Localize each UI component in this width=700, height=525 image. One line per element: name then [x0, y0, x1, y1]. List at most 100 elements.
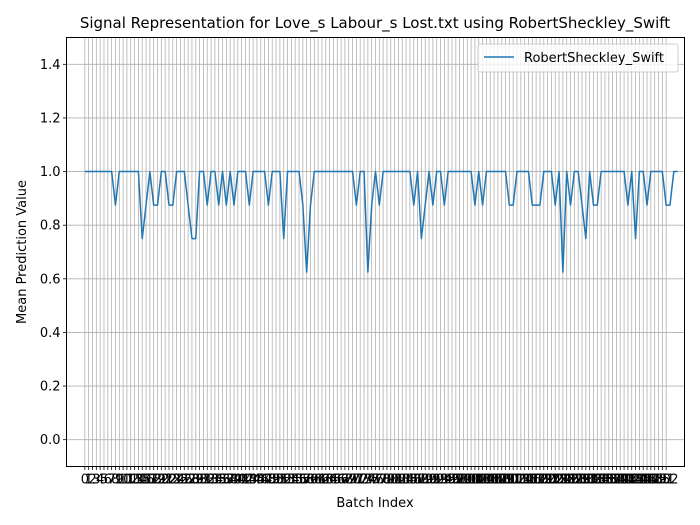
x-tick-label: 152 — [654, 473, 679, 488]
x-tick-label: 88 — [413, 473, 430, 488]
x-tick-label: 99 — [455, 473, 472, 488]
x-tick-label: 47 — [256, 473, 273, 488]
x-tick-label: 36 — [214, 473, 231, 488]
x-tick-label: 100 — [455, 473, 480, 488]
x-tick-label: 65 — [325, 473, 342, 488]
x-tick-label: 31 — [195, 473, 212, 488]
x-tick-label: 103 — [466, 473, 491, 488]
x-tick-label: 130 — [570, 473, 595, 488]
x-tick-label: 67 — [333, 473, 350, 488]
y-tick-label: 0.0 — [40, 433, 61, 448]
x-tick-label: 123 — [543, 473, 568, 488]
x-tick-label: 85 — [402, 473, 419, 488]
x-tick-label: 141 — [612, 473, 637, 488]
x-tick-label: 126 — [554, 473, 579, 488]
x-tick-label: 43 — [241, 473, 258, 488]
x-tick-label: 118 — [524, 473, 549, 488]
x-tick-label: 87 — [409, 473, 426, 488]
x-tick-label: 101 — [459, 473, 484, 488]
x-tick-label: 104 — [470, 473, 495, 488]
x-tick-label: 54 — [283, 473, 300, 488]
x-tick-label: 37 — [218, 473, 235, 488]
x-tick-label: 90 — [421, 473, 438, 488]
x-tick-label: 23 — [165, 473, 182, 488]
x-tick-label: 49 — [264, 473, 281, 488]
x-tick-label: 7 — [107, 473, 115, 488]
x-tick-label: 139 — [604, 473, 629, 488]
x-tick-label: 8 — [111, 473, 119, 488]
x-tick-label: 83 — [394, 473, 411, 488]
x-axis-ticks: 0123456789101112131415161718192021222324… — [81, 466, 679, 488]
x-gridlines — [84, 37, 667, 467]
x-tick-label: 16 — [138, 473, 155, 488]
x-tick-label: 134 — [585, 473, 610, 488]
x-tick-label: 9 — [115, 473, 123, 488]
x-tick-label: 41 — [233, 473, 250, 488]
x-tick-label: 131 — [573, 473, 598, 488]
y-tick-label: 0.2 — [40, 380, 61, 395]
x-tick-label: 57 — [295, 473, 312, 488]
x-tick-label: 107 — [482, 473, 507, 488]
x-tick-label: 33 — [203, 473, 220, 488]
x-tick-label: 94 — [436, 473, 453, 488]
x-tick-label: 124 — [547, 473, 572, 488]
y-tick-label: 1.4 — [40, 58, 61, 73]
y-tick-label: 1.2 — [40, 111, 61, 126]
x-tick-label: 21 — [157, 473, 174, 488]
x-tick-label: 136 — [593, 473, 618, 488]
x-tick-label: 114 — [508, 473, 533, 488]
x-tick-label: 86 — [405, 473, 422, 488]
x-tick-label: 76 — [367, 473, 384, 488]
x-tick-label: 151 — [650, 473, 675, 488]
x-tick-label: 128 — [562, 473, 587, 488]
x-tick-label: 26 — [176, 473, 193, 488]
x-tick-label: 74 — [360, 473, 377, 488]
x-tick-label: 93 — [432, 473, 449, 488]
x-tick-label: 75 — [363, 473, 380, 488]
x-tick-label: 81 — [386, 473, 403, 488]
x-tick-label: 92 — [428, 473, 445, 488]
x-tick-label: 66 — [329, 473, 346, 488]
x-tick-label: 27 — [180, 473, 197, 488]
x-tick-label: 146 — [631, 473, 656, 488]
x-tick-label: 108 — [485, 473, 510, 488]
x-tick-label: 10 — [115, 473, 132, 488]
x-tick-label: 45 — [249, 473, 266, 488]
x-tick-label: 84 — [398, 473, 415, 488]
y-tick-label: 0.4 — [40, 326, 61, 341]
series-layer — [84, 170, 678, 273]
x-tick-label: 32 — [199, 473, 216, 488]
x-tick-label: 138 — [600, 473, 625, 488]
x-tick-label: 56 — [291, 473, 308, 488]
x-tick-label: 2 — [88, 473, 96, 488]
x-tick-label: 70 — [344, 473, 361, 488]
x-tick-label: 44 — [245, 473, 262, 488]
legend-box — [477, 43, 679, 73]
x-tick-label: 61 — [310, 473, 327, 488]
x-tick-label: 137 — [596, 473, 621, 488]
x-tick-label: 48 — [260, 473, 277, 488]
x-tick-label: 82 — [390, 473, 407, 488]
y-axis-ticks: 0.0 0.2 0.4 0.6 0.8 1.0 1.2 1.4 — [40, 58, 67, 448]
x-tick-label: 28 — [184, 473, 201, 488]
x-tick-label: 133 — [581, 473, 606, 488]
x-tick-label: 69 — [340, 473, 357, 488]
x-tick-label: 6 — [104, 473, 112, 488]
x-tick-label: 29 — [187, 473, 204, 488]
x-tick-label: 25 — [172, 473, 189, 488]
x-tick-label: 97 — [448, 473, 465, 488]
x-tick-label: 35 — [210, 473, 227, 488]
x-tick-label: 102 — [463, 473, 488, 488]
x-tick-label: 77 — [371, 473, 388, 488]
x-tick-label: 42 — [237, 473, 254, 488]
x-tick-label: 111 — [497, 473, 522, 488]
x-tick-label: 34 — [207, 473, 224, 488]
x-tick-label: 63 — [318, 473, 335, 488]
x-tick-label: 142 — [615, 473, 640, 488]
x-tick-label: 68 — [337, 473, 354, 488]
x-tick-label: 149 — [642, 473, 667, 488]
x-tick-label: 20 — [153, 473, 170, 488]
x-tick-label: 22 — [161, 473, 178, 488]
